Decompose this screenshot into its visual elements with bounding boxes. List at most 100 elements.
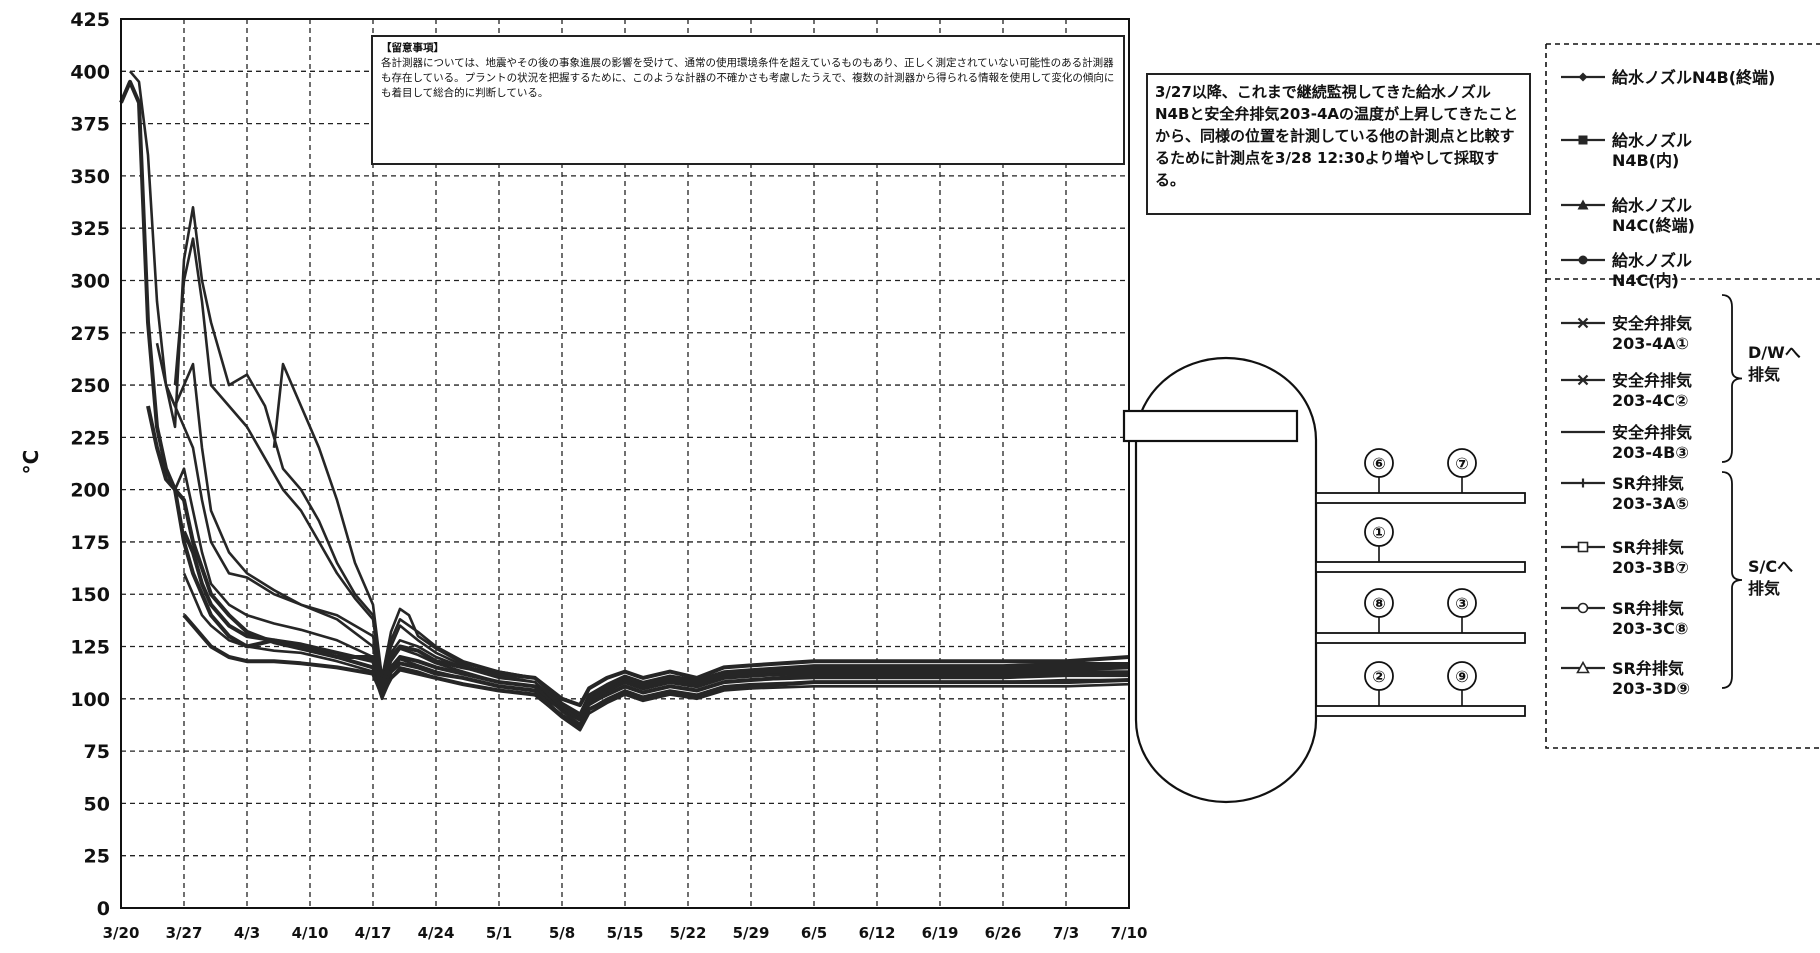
legend-label: 給水ノズル — [1612, 196, 1692, 215]
legend-entry-1: 給水ノズルN4B(終端) — [1561, 68, 1775, 87]
nozzle-pipe — [1315, 632, 1526, 644]
x-tick-label: 4/24 — [418, 924, 455, 942]
y-tick-label: 300 — [70, 270, 110, 292]
legend-label: 203-3D⑨ — [1612, 679, 1690, 698]
nozzle-label: ② — [1372, 667, 1386, 686]
y-tick-label: 350 — [70, 166, 110, 188]
series-line-6 — [173, 237, 1129, 719]
vessel-body — [1134, 356, 1318, 804]
nozzle-pipe — [1315, 492, 1526, 504]
legend-label: 給水ノズル — [1612, 251, 1692, 270]
nozzle-marker — [1364, 588, 1394, 618]
x-tick-label: 4/17 — [355, 924, 392, 942]
nozzle-label: ⑧ — [1372, 594, 1386, 613]
caution-note-title: 【留意事項】 — [381, 42, 444, 54]
plot-frame — [120, 18, 1130, 909]
nozzle-label: ⑥ — [1372, 454, 1386, 473]
legend-entry-5: 安全弁排気203-4A① — [1561, 314, 1692, 353]
x-tick-label: 6/19 — [922, 924, 959, 942]
legend-label: 203-4C② — [1612, 391, 1688, 410]
series-line-5 — [129, 70, 1129, 715]
legend-label: 203-3C⑧ — [1612, 619, 1688, 638]
x-tick-label: 5/8 — [549, 924, 575, 942]
x-tick-label: 3/20 — [103, 924, 140, 942]
nozzle-label: ① — [1372, 523, 1386, 542]
y-tick-label: 275 — [70, 323, 110, 345]
legend-group-label: 排気 — [1748, 365, 1780, 384]
legend-brace — [1721, 294, 1743, 463]
legend-label: N4C(内) — [1612, 271, 1679, 290]
legend: 給水ノズルN4B(終端)給水ノズルN4B(内)給水ノズルN4C(終端)給水ノズル… — [1561, 68, 1775, 698]
legend-label: 安全弁排気 — [1612, 371, 1692, 390]
series-line-9 — [164, 362, 1129, 726]
legend-entry-7: 安全弁排気203-4B③ — [1561, 423, 1692, 462]
series-line-1 — [119, 79, 1130, 708]
x-tick-label: 4/3 — [234, 924, 260, 942]
nozzle-label: ③ — [1455, 594, 1469, 613]
reactor-vessel-diagram: ⑥ ⑦ ① ⑧ ③ ② ⑨ — [1122, 356, 1526, 804]
x-tick-label: 5/29 — [733, 924, 770, 942]
x-tick-labels: 3/20 3/27 4/3 4/10 4/17 4/24 5/1 5/8 5/15 5/22 5/2… — [103, 924, 1148, 942]
x-tick-label: 7/10 — [1111, 924, 1148, 942]
legend-group-label: S/Cへ — [1748, 557, 1793, 576]
nozzle-pipes: ⑥ ⑦ ① ⑧ ③ ② ⑨ — [1315, 448, 1526, 717]
y-tick-label: 200 — [70, 480, 110, 502]
x-tick-label: 5/22 — [670, 924, 707, 942]
x-tick-label: 7/3 — [1053, 924, 1079, 942]
y-tick-label: 250 — [70, 375, 110, 397]
x-tick-label: 3/27 — [166, 924, 203, 942]
legend-label: SR弁排気 — [1612, 474, 1684, 493]
y-tick-label: 75 — [84, 741, 110, 763]
nozzle-marker — [1364, 448, 1394, 478]
nozzle-marker — [1447, 448, 1477, 478]
y-tick-label: 25 — [84, 846, 110, 868]
caution-note-text: 各計測器については、地震やその後の事象進展の影響を受けて、通常の使用環境条件を超… — [381, 57, 1115, 99]
legend-label: N4B(内) — [1612, 151, 1679, 170]
y-tick-label: 325 — [70, 218, 110, 240]
nozzle-marker — [1447, 661, 1477, 691]
y-tick-label: 125 — [70, 637, 110, 659]
nozzle-marker — [1364, 517, 1394, 547]
legend-label: 安全弁排気 — [1612, 314, 1692, 333]
legend-label: SR弁排気 — [1612, 599, 1684, 618]
y-axis-label: °C — [19, 450, 43, 475]
x-tick-label: 4/10 — [292, 924, 329, 942]
vessel-flange — [1122, 409, 1299, 443]
y-tick-labels: 0 25 50 75 100 125 150 175 200 225 250 275 300 325 350… — [70, 9, 110, 920]
x-tick-label: 6/12 — [859, 924, 896, 942]
measurement-note: 3/27以降、これまで継続監視してきた給水ノズルN4Bと安全弁排気203-4Aの… — [1146, 73, 1531, 215]
x-tick-label: 5/1 — [486, 924, 512, 942]
legend-label: 安全弁排気 — [1612, 423, 1692, 442]
y-tick-label: 0 — [97, 898, 110, 920]
y-tick-label: 375 — [70, 114, 110, 136]
nozzle-label: ⑨ — [1455, 667, 1469, 686]
legend-group-label: D/Wへ — [1748, 343, 1801, 362]
y-tick-label: 50 — [84, 793, 110, 815]
series-line-8 — [155, 342, 1129, 722]
series-line-10 — [173, 467, 1129, 730]
legend-label: 給水ノズル — [1612, 131, 1692, 150]
series-line-7 — [272, 362, 1129, 717]
y-tick-label: 400 — [70, 61, 110, 83]
legend-label: 203-3A⑤ — [1612, 494, 1689, 513]
y-tick-label: 150 — [70, 584, 110, 606]
nozzle-marker — [1447, 588, 1477, 618]
series-lines — [119, 70, 1130, 732]
x-tick-label: 5/15 — [607, 924, 644, 942]
legend-brace — [1721, 471, 1743, 689]
legend-entry-2: 給水ノズルN4B(内) — [1561, 131, 1692, 170]
legend-entry-6: 安全弁排気203-4C② — [1561, 371, 1692, 410]
y-tick-label: 100 — [70, 689, 110, 711]
legend-group-label: 排気 — [1748, 579, 1780, 598]
legend-label: 給水ノズルN4B(終端) — [1612, 68, 1775, 87]
x-tick-label: 6/5 — [801, 924, 827, 942]
y-tick-label: 425 — [70, 9, 110, 31]
legend-label: 203-4B③ — [1612, 443, 1689, 462]
nozzle-pipe — [1315, 705, 1526, 717]
